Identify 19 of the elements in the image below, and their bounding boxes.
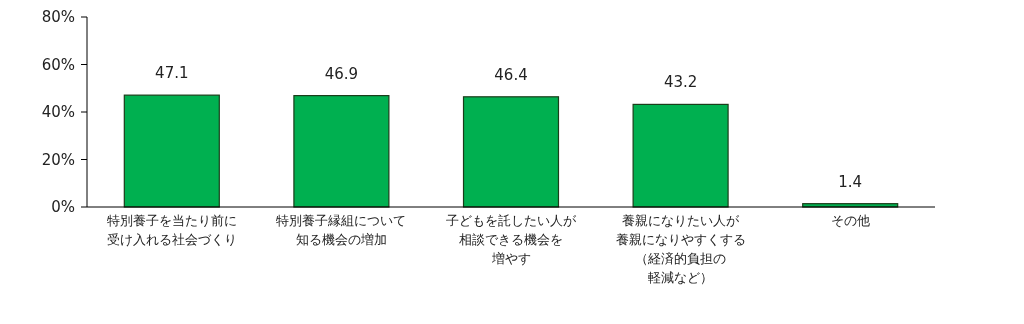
x-tick-label: 養親になりたい人が養親になりやすくする（経済的負担の軽減など） xyxy=(615,213,746,285)
data-label: 43.2 xyxy=(663,73,698,92)
y-tick-label: 0% xyxy=(51,198,75,216)
y-tick-label: 40% xyxy=(41,103,75,121)
data-label: 46.9 xyxy=(324,64,359,83)
y-tick-label: 20% xyxy=(41,150,75,169)
bar xyxy=(293,95,390,208)
bar xyxy=(462,96,560,208)
x-tick-label: 特別養子縁組について知る機会の増加 xyxy=(276,213,407,247)
y-tick-label: 60% xyxy=(41,55,75,74)
x-tick-label: 子どもを託したい人が相談できる機会を増やす xyxy=(446,213,577,266)
data-label: 1.4 xyxy=(838,172,863,191)
data-label: 47.1 xyxy=(155,64,189,83)
x-tick-label: その他 xyxy=(830,213,870,228)
bar xyxy=(123,94,220,208)
bar xyxy=(632,103,729,208)
y-tick-label: 80% xyxy=(41,8,75,26)
x-tick-label: 特別養子を当たり前に受け入れる社会づくり xyxy=(106,213,237,247)
data-label: 46.4 xyxy=(494,65,528,84)
